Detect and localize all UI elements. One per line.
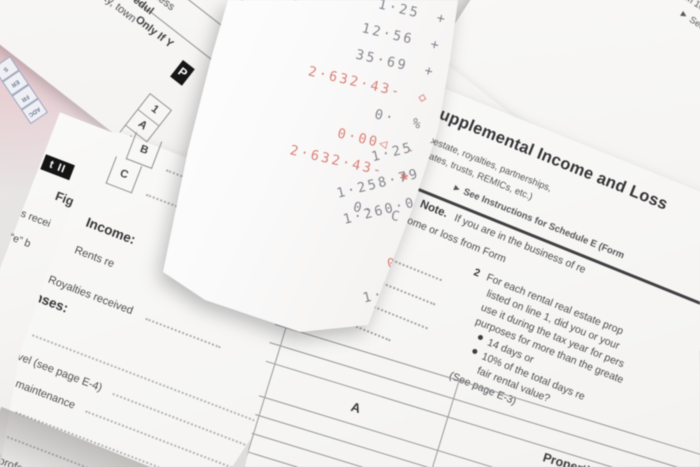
receipt-tape: 1 4+ 1·25+ 12·56+ 35·69+ 2·632·43-◇ 0·% … <box>163 0 469 332</box>
receipt-symbol: + <box>427 132 443 151</box>
receipt-symbol: ✱ <box>448 264 458 296</box>
receipt-symbol: - <box>454 237 469 256</box>
receipt-symbol: % <box>447 211 462 230</box>
receipt-symbol: + <box>434 158 449 177</box>
receipt-amount: 0· <box>410 218 435 239</box>
receipt-symbol: ◇ <box>440 185 456 204</box>
